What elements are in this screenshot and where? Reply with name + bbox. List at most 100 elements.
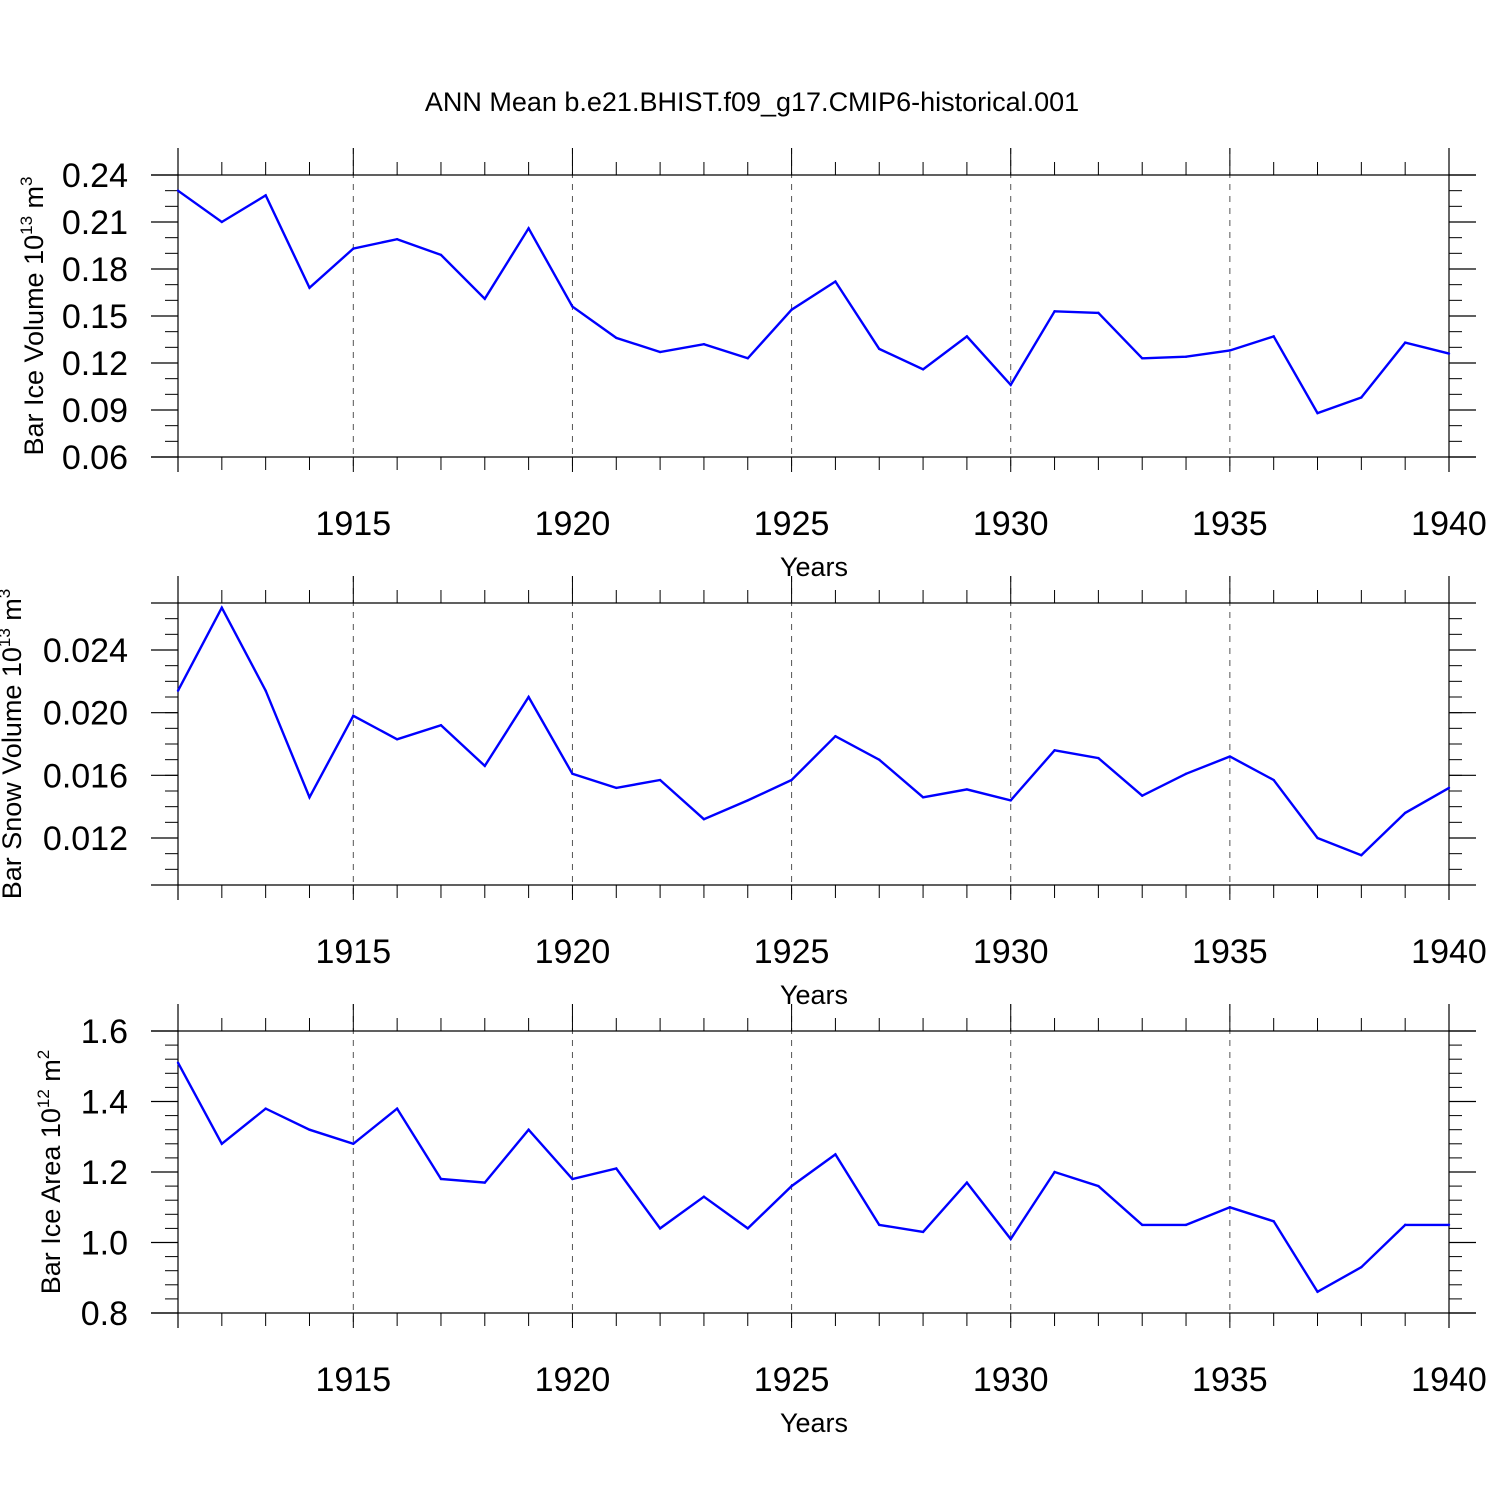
x-axis-label: Years <box>780 1408 848 1438</box>
data-point-1933 <box>1141 357 1144 360</box>
data-point-1921 <box>615 336 618 340</box>
series-line <box>176 605 1450 857</box>
data-point-1912 <box>220 220 224 224</box>
x-tick-label: 1930 <box>973 505 1049 543</box>
data-point-1932 <box>1097 311 1100 315</box>
data-point-1936 <box>1272 1220 1275 1223</box>
data-point-1929 <box>965 788 969 791</box>
y-axis-label: Bar Snow Volume 1013 m3 <box>0 589 27 900</box>
x-tick-label: 1940 <box>1411 505 1487 543</box>
data-point-1939 <box>1403 341 1407 344</box>
data-point-1920 <box>571 772 574 775</box>
x-tick-label: 1935 <box>1192 505 1268 543</box>
panels: 0.06 0.09 0.12 0.15 0.18 0.21 0.24 1915 1920 1925… <box>0 148 1487 1438</box>
x-tick-label: 1930 <box>973 1361 1049 1399</box>
data-point-1934 <box>1184 355 1188 358</box>
x-tick-label: 1940 <box>1411 933 1487 971</box>
data-point-1917 <box>439 1177 443 1181</box>
data-point-1922 <box>658 350 662 354</box>
data-point-1922 <box>658 1227 662 1230</box>
chart-panel-1: 0.06 0.09 0.12 0.15 0.18 0.21 0.24 1915 1920 1925… <box>17 148 1487 582</box>
data-point-1928 <box>921 1230 925 1234</box>
y-axis-label: Bar Ice Volume 1013 m3 <box>17 176 49 455</box>
data-point-1917 <box>439 253 443 257</box>
series-line <box>177 189 1450 415</box>
data-point-1914 <box>308 286 311 289</box>
x-axis-label: Years <box>780 980 848 1010</box>
data-point-1912 <box>220 1142 224 1146</box>
x-tick-label: 1915 <box>315 505 391 543</box>
data-point-1925 <box>790 1184 793 1188</box>
y-tick-label: 1.4 <box>81 1084 128 1122</box>
data-point-1926 <box>834 734 837 738</box>
data-point-1930 <box>1009 383 1012 387</box>
y-tick-label: 1.2 <box>81 1154 128 1192</box>
x-tick-label: 1925 <box>754 505 830 543</box>
data-point-1938 <box>1360 1265 1363 1269</box>
data-point-1927 <box>878 1223 881 1227</box>
data-point-1935 <box>1228 755 1232 758</box>
y-tick-label: 0.06 <box>62 439 128 477</box>
data-point-1918 <box>483 1181 486 1184</box>
x-tick-label: 1935 <box>1192 933 1268 971</box>
chart-panel-2: 0.012 0.016 0.020 0.024 1915 1920 1925 1930 1935… <box>0 576 1487 1010</box>
data-point-1931 <box>1053 310 1056 313</box>
data-point-1927 <box>878 758 881 761</box>
y-tick-label: 0.12 <box>62 345 128 383</box>
y-tick-label: 0.012 <box>43 820 128 858</box>
data-point-1940 <box>1447 1223 1451 1227</box>
data-point-1940 <box>1447 352 1451 355</box>
data-point-1911 <box>176 689 180 692</box>
data-point-1912 <box>220 606 224 609</box>
data-point-1929 <box>965 335 969 338</box>
x-tick-label: 1915 <box>315 933 391 971</box>
data-point-1924 <box>746 1227 749 1230</box>
data-point-1930 <box>1009 1237 1012 1241</box>
y-axis-label: Bar Ice Area 1012 m2 <box>34 1050 66 1295</box>
data-point-1932 <box>1097 1184 1100 1188</box>
y-tick-label: 1.6 <box>81 1013 128 1051</box>
y-tick-label: 0.8 <box>81 1295 128 1333</box>
data-point-1914 <box>308 1128 311 1131</box>
data-point-1924 <box>746 357 749 360</box>
x-tick-label: 1930 <box>973 933 1049 971</box>
data-point-1923 <box>702 1195 706 1198</box>
x-tick-label: 1915 <box>315 1361 391 1399</box>
data-point-1928 <box>921 368 925 371</box>
data-point-1925 <box>790 778 793 782</box>
y-tick-label: 0.020 <box>43 695 128 733</box>
data-point-1927 <box>878 347 881 351</box>
data-point-1936 <box>1272 778 1275 782</box>
data-point-1934 <box>1184 772 1188 775</box>
data-point-1937 <box>1316 836 1319 840</box>
y-tick-label: 0.024 <box>43 632 128 670</box>
y-tick-label: 0.15 <box>62 298 128 336</box>
x-tick-label: 1920 <box>535 505 611 543</box>
y-tick-label: 0.21 <box>62 204 128 242</box>
data-point-1916 <box>395 238 399 241</box>
data-point-1937 <box>1316 411 1319 415</box>
data-point-1925 <box>790 308 793 311</box>
data-point-1931 <box>1053 749 1056 752</box>
data-point-1913 <box>264 689 267 692</box>
data-point-1919 <box>527 1128 530 1131</box>
data-point-1916 <box>395 738 399 741</box>
data-point-1929 <box>965 1181 969 1184</box>
data-point-1923 <box>702 343 706 346</box>
data-point-1937 <box>1316 1290 1319 1294</box>
data-point-1923 <box>702 818 706 821</box>
data-point-1939 <box>1403 811 1407 815</box>
data-point-1913 <box>264 1107 267 1110</box>
data-point-1919 <box>527 227 530 230</box>
data-point-1935 <box>1228 349 1232 352</box>
data-point-1932 <box>1097 756 1100 760</box>
data-point-1921 <box>615 1167 618 1170</box>
data-point-1931 <box>1053 1170 1056 1174</box>
data-point-1934 <box>1184 1223 1188 1227</box>
data-point-1918 <box>483 764 486 768</box>
chart-title: ANN Mean b.e21.BHIST.f09_g17.CMIP6-histo… <box>425 87 1079 117</box>
data-point-1933 <box>1141 794 1144 797</box>
data-point-1914 <box>308 796 311 799</box>
data-point-1938 <box>1360 854 1363 857</box>
